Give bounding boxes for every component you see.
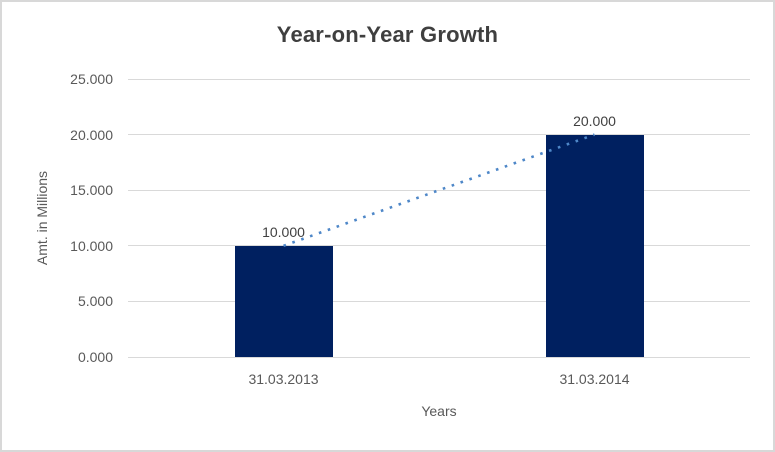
bar — [545, 134, 644, 357]
plot-area: Years 10.000 31.03.2013 20.000 31.03.2014 — [128, 78, 750, 419]
chart-title: Year-on-Year Growth — [276, 22, 499, 47]
gridline — [128, 78, 750, 80]
y-tick-label: 10.000 — [70, 237, 113, 254]
value-label: 10.000 — [262, 223, 305, 240]
x-tick-label: 31.03.2014 — [559, 371, 630, 387]
x-tick-label: 31.03.2013 — [248, 371, 319, 387]
trendline — [283, 133, 595, 248]
bar — [234, 245, 333, 357]
y-tick-label: 20.000 — [70, 126, 113, 143]
gridline — [128, 134, 750, 136]
gridline — [128, 189, 750, 191]
gridline — [128, 356, 750, 358]
y-tick-label: 5.000 — [77, 293, 113, 310]
value-label: 20.000 — [573, 112, 616, 129]
x-axis-title: Years — [421, 403, 457, 419]
gridline — [128, 300, 750, 302]
gridline — [128, 245, 750, 247]
y-tick-label: 25.000 — [70, 71, 113, 87]
y-tick-label: 15.000 — [70, 182, 113, 199]
y-tick-label: 0.000 — [77, 349, 113, 365]
